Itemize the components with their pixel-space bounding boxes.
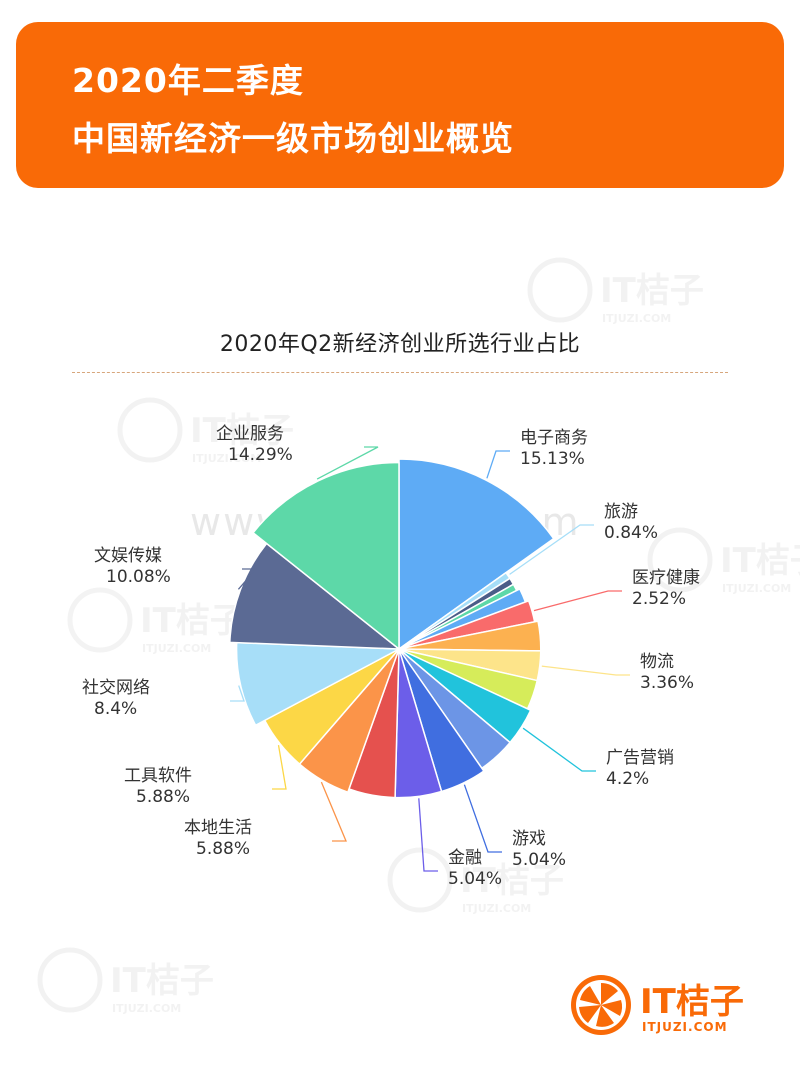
slice-value-label: 2.52%: [632, 589, 686, 609]
pie-slice: [229, 542, 400, 650]
chart-title: 2020年Q2新经济创业所选行业占比: [219, 332, 581, 357]
brand-watermark-sub: ITJUZI.COM: [602, 312, 671, 325]
logo-subtext: ITJUZI.COM: [642, 1020, 728, 1034]
itjuzi-logo: IT桔子 ITJUZI.COM: [570, 968, 770, 1048]
brand-watermark-text: IT桔子: [600, 271, 704, 311]
brand-watermark-sub: ITJUZI.COM: [722, 582, 791, 595]
brand-watermark-text: IT桔子: [720, 541, 800, 581]
slice-value-label: 5.04%: [512, 850, 566, 870]
slice-value-label: 3.36%: [640, 673, 694, 693]
brand-watermark-text: IT桔子: [140, 601, 244, 641]
leader-line: [533, 590, 622, 612]
pie-slice: [252, 461, 400, 650]
leader-line: [541, 665, 630, 676]
header-banner: 2020年二季度 中国新经济一级市场创业概览: [16, 22, 784, 188]
brand-watermark-text: IT桔子: [110, 961, 214, 1001]
leader-line: [463, 784, 502, 853]
leader-line: [316, 446, 379, 480]
slice-label: 广告营销: [606, 748, 674, 768]
leader-line: [486, 450, 510, 479]
slice-label: 旅游: [604, 502, 638, 522]
slice-value-label: 5.88%: [136, 787, 190, 807]
slice-label: 工具软件: [124, 766, 192, 786]
slice-label: 企业服务: [216, 424, 284, 444]
leader-line: [418, 798, 438, 872]
slice-value-label: 0.84%: [604, 523, 658, 543]
brand-watermark-text: IT桔子: [190, 411, 294, 451]
pie-slice: [235, 641, 400, 726]
slice-value-label: 8.4%: [94, 699, 137, 719]
slice-value-label: 5.04%: [448, 869, 502, 889]
slice-label: 社交网络: [82, 678, 150, 698]
logo-name: IT桔子: [640, 982, 744, 1022]
brand-watermark-text: IT桔子: [460, 861, 564, 901]
slice-value-label: 5.88%: [196, 839, 250, 859]
leader-line: [509, 524, 594, 575]
leader-line: [320, 781, 347, 842]
leader-line: [522, 727, 596, 772]
leader-line: [272, 744, 287, 790]
slice-label: 金融: [448, 848, 482, 868]
brand-watermark-sub: ITJUZI.COM: [112, 1002, 181, 1015]
slice-value-label: 15.13%: [520, 449, 585, 469]
orange-slice-icon: [571, 975, 631, 1035]
slice-label: 文娱传媒: [94, 546, 162, 566]
title-divider: [72, 372, 728, 373]
slice-label: 医疗健康: [632, 568, 700, 588]
slice-value-label: 14.29%: [228, 445, 293, 465]
brand-watermark-sub: ITJUZI.COM: [192, 452, 261, 465]
slice-label: 电子商务: [520, 428, 588, 448]
brand-watermark-sub: ITJUZI.COM: [142, 642, 211, 655]
slice-label: 本地生活: [184, 818, 252, 838]
slice-value-label: 4.2%: [606, 769, 649, 789]
slice-value-label: 10.08%: [106, 567, 171, 587]
slice-label: 游戏: [512, 829, 546, 849]
pie-slice: [398, 458, 555, 650]
slice-label: 物流: [640, 652, 674, 672]
leader-line: [237, 568, 258, 590]
brand-watermark-sub: ITJUZI.COM: [462, 902, 531, 915]
header-title-line2: 中国新经济一级市场创业概览: [72, 119, 514, 158]
leader-line: [230, 685, 245, 702]
header-title-line1: 2020年二季度: [72, 61, 304, 100]
